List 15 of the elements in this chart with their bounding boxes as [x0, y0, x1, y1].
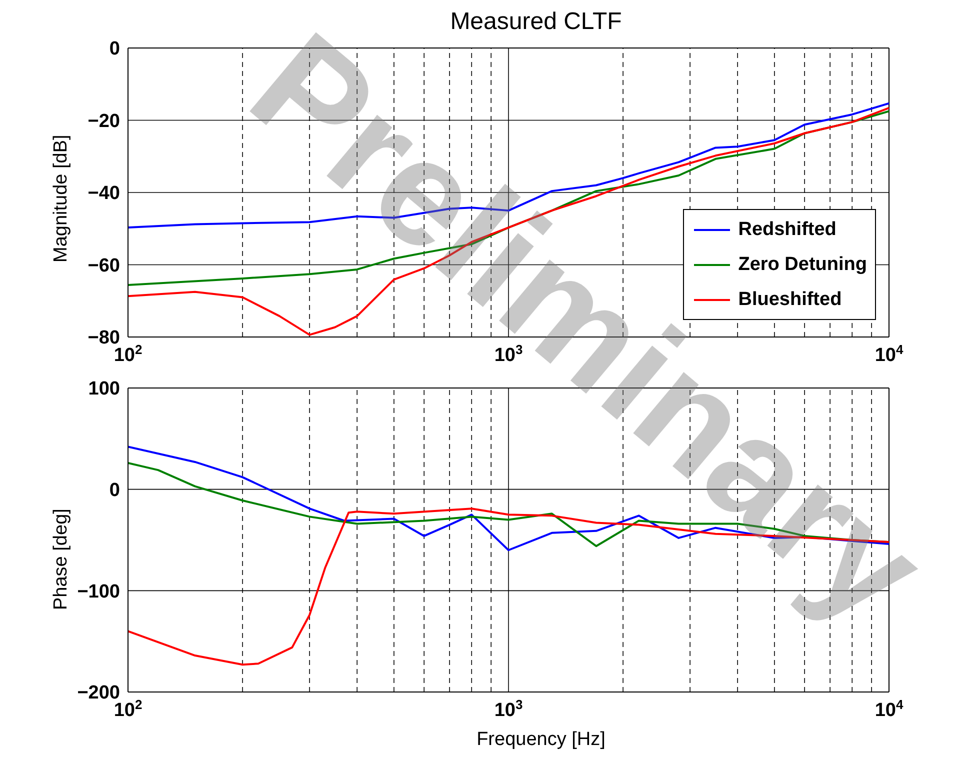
- x-axis-title: Frequency [Hz]: [476, 729, 606, 751]
- y-tick-label: −60: [88, 255, 120, 276]
- y-axis-title: Phase [deg]: [50, 508, 72, 610]
- y-tick-label: −80: [88, 328, 120, 349]
- y-tick-label: −40: [88, 183, 120, 204]
- x-tick-label: 10$^{4}$: [874, 696, 904, 721]
- y-axis-title: Magnitude [dB]: [50, 134, 72, 262]
- chart-title: Measured CLTF: [450, 8, 622, 35]
- x-tick-label: 10$^{3}$: [494, 696, 523, 721]
- y-tick-label: 0: [109, 38, 120, 60]
- y-tick-label: −20: [88, 110, 120, 132]
- y-tick-label: 0: [109, 480, 120, 502]
- y-tick-label: −100: [77, 581, 120, 602]
- y-tick-label: 100: [88, 378, 120, 400]
- y-tick-label: −200: [77, 682, 120, 704]
